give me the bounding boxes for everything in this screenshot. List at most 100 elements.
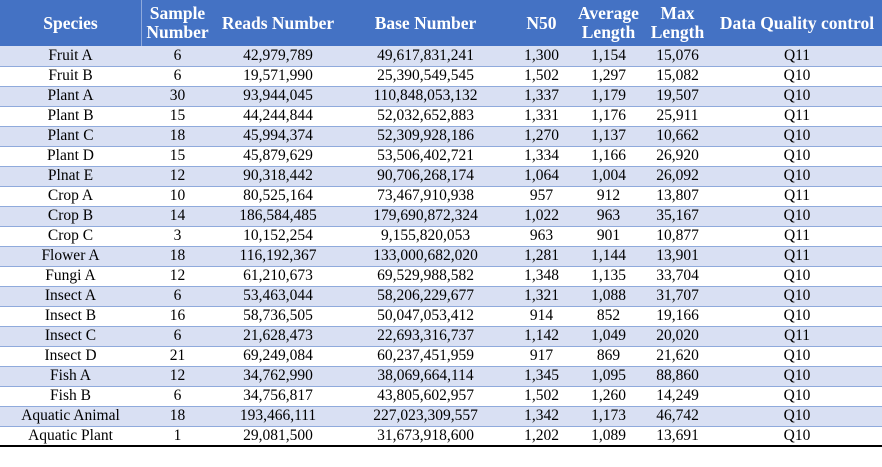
cell-reads-number: 45,994,374	[214, 125, 342, 146]
cell-max-length: 20,020	[643, 325, 712, 346]
table-header-row: Species Sample Number Reads Number Base …	[0, 0, 882, 46]
cell-max-length: 88,860	[643, 365, 712, 386]
cell-n50: 914	[509, 305, 574, 326]
cell-n50: 1,321	[509, 285, 574, 306]
cell-species: Plant B	[0, 105, 141, 126]
cell-data-quality-control: Q10	[712, 265, 882, 286]
cell-sample-number: 6	[141, 46, 214, 66]
cell-base-number: 69,529,988,582	[342, 265, 509, 286]
cell-n50: 1,022	[509, 205, 574, 226]
column-header-max-length: Max Length	[643, 0, 712, 46]
cell-reads-number: 29,081,500	[214, 425, 342, 447]
cell-n50: 1,202	[509, 425, 574, 447]
cell-max-length: 19,166	[643, 305, 712, 326]
cell-average-length: 963	[574, 205, 643, 226]
cell-max-length: 10,662	[643, 125, 712, 146]
cell-base-number: 25,390,549,545	[342, 65, 509, 86]
cell-base-number: 133,000,682,020	[342, 245, 509, 266]
cell-sample-number: 21	[141, 345, 214, 366]
cell-species: Insect D	[0, 345, 141, 366]
cell-max-length: 26,920	[643, 145, 712, 166]
cell-n50: 917	[509, 345, 574, 366]
table-row: Flower A 18 116,192,367 133,000,682,020 1,28…	[0, 245, 882, 266]
cell-data-quality-control: Q11	[712, 225, 882, 246]
cell-species: Crop C	[0, 225, 141, 246]
cell-base-number: 227,023,309,557	[342, 405, 509, 426]
column-header-species: Species	[0, 0, 141, 46]
table-row: Fruit A 6 42,979,789 49,617,831,241 1,300 1,1…	[0, 46, 882, 66]
cell-sample-number: 18	[141, 125, 214, 146]
cell-average-length: 852	[574, 305, 643, 326]
cell-reads-number: 193,466,111	[214, 405, 342, 426]
cell-average-length: 1,260	[574, 385, 643, 406]
cell-base-number: 58,206,229,677	[342, 285, 509, 306]
cell-sample-number: 12	[141, 265, 214, 286]
cell-average-length: 1,166	[574, 145, 643, 166]
cell-reads-number: 19,571,990	[214, 65, 342, 86]
cell-base-number: 110,848,053,132	[342, 85, 509, 106]
cell-n50: 1,142	[509, 325, 574, 346]
sequencing-statistics-table: Species Sample Number Reads Number Base …	[0, 0, 882, 447]
cell-sample-number: 16	[141, 305, 214, 326]
cell-sample-number: 15	[141, 105, 214, 126]
cell-data-quality-control: Q10	[712, 385, 882, 406]
cell-data-quality-control: Q11	[712, 185, 882, 206]
cell-reads-number: 21,628,473	[214, 325, 342, 346]
cell-species: Fish B	[0, 385, 141, 406]
cell-base-number: 53,506,402,721	[342, 145, 509, 166]
cell-data-quality-control: Q10	[712, 285, 882, 306]
cell-reads-number: 44,244,844	[214, 105, 342, 126]
cell-sample-number: 3	[141, 225, 214, 246]
column-header-sample-number: Sample Number	[141, 0, 214, 46]
cell-data-quality-control: Q10	[712, 305, 882, 326]
cell-species: Insect B	[0, 305, 141, 326]
cell-n50: 1,345	[509, 365, 574, 386]
cell-sample-number: 18	[141, 245, 214, 266]
table-row: Fish A 12 34,762,990 38,069,664,114 1,345 1,0…	[0, 365, 882, 386]
cell-n50: 1,064	[509, 165, 574, 186]
table-row: Crop A 10 80,525,164 73,467,910,938 957 912 13…	[0, 185, 882, 206]
cell-n50: 1,502	[509, 385, 574, 406]
cell-n50: 963	[509, 225, 574, 246]
column-header-reads-number: Reads Number	[214, 0, 342, 46]
cell-n50: 1,337	[509, 85, 574, 106]
cell-average-length: 1,095	[574, 365, 643, 386]
cell-reads-number: 69,249,084	[214, 345, 342, 366]
cell-sample-number: 30	[141, 85, 214, 106]
cell-max-length: 31,707	[643, 285, 712, 306]
cell-sample-number: 14	[141, 205, 214, 226]
column-header-average-length: Average Length	[574, 0, 643, 46]
table-row: Insect B 16 58,736,505 50,047,053,412 914 852…	[0, 305, 882, 326]
cell-reads-number: 80,525,164	[214, 185, 342, 206]
table-header: Species Sample Number Reads Number Base …	[0, 0, 882, 46]
table-row: Fungi A 12 61,210,673 69,529,988,582 1,348 1,…	[0, 265, 882, 286]
cell-max-length: 15,082	[643, 65, 712, 86]
cell-average-length: 1,088	[574, 285, 643, 306]
cell-reads-number: 58,736,505	[214, 305, 342, 326]
cell-data-quality-control: Q10	[712, 345, 882, 366]
cell-data-quality-control: Q10	[712, 125, 882, 146]
table-row: Aquatic Plant 1 29,081,500 31,673,918,600 1,…	[0, 425, 882, 447]
cell-max-length: 26,092	[643, 165, 712, 186]
table-row: Insect C 6 21,628,473 22,693,316,737 1,142 1,…	[0, 325, 882, 346]
table-row: Plant A 30 93,944,045 110,848,053,132 1,337 1…	[0, 85, 882, 106]
cell-reads-number: 34,762,990	[214, 365, 342, 386]
cell-species: Crop B	[0, 205, 141, 226]
cell-reads-number: 34,756,817	[214, 385, 342, 406]
cell-reads-number: 90,318,442	[214, 165, 342, 186]
table-row: Fruit B 6 19,571,990 25,390,549,545 1,502 1,2…	[0, 65, 882, 86]
cell-average-length: 912	[574, 185, 643, 206]
table-row: Plant D 15 45,879,629 53,506,402,721 1,334 1,…	[0, 145, 882, 166]
cell-average-length: 1,137	[574, 125, 643, 146]
cell-data-quality-control: Q10	[712, 145, 882, 166]
cell-n50: 1,502	[509, 65, 574, 86]
cell-species: Fungi A	[0, 265, 141, 286]
cell-average-length: 1,089	[574, 425, 643, 447]
table-row: Plant C 18 45,994,374 52,309,928,186 1,270 1,…	[0, 125, 882, 146]
cell-sample-number: 6	[141, 385, 214, 406]
cell-n50: 1,348	[509, 265, 574, 286]
cell-species: Flower A	[0, 245, 141, 266]
cell-max-length: 46,742	[643, 405, 712, 426]
cell-average-length: 1,176	[574, 105, 643, 126]
cell-species: Plant C	[0, 125, 141, 146]
